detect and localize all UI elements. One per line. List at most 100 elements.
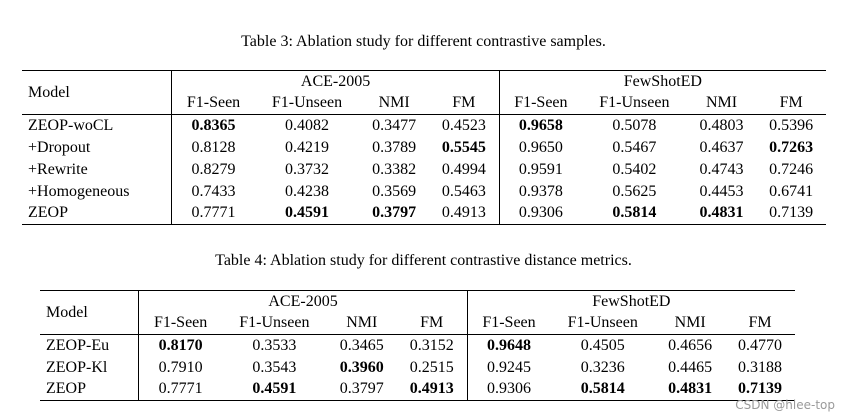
cell: 0.5396 — [756, 114, 826, 137]
watermark: CSDN @hlee-top — [735, 398, 835, 412]
cell: 0.3152 — [396, 334, 468, 357]
cell: 0.4523 — [428, 114, 500, 137]
cell: 0.5545 — [428, 136, 500, 159]
cell: 0.4913 — [396, 378, 468, 401]
cell: 0.5463 — [428, 180, 500, 203]
group-header-fewshoted: FewShotED — [499, 70, 826, 93]
table-row: ZEOP-woCL 0.8365 0.4082 0.3477 0.4523 0.… — [22, 114, 826, 137]
cell: 0.9245 — [486, 358, 531, 376]
group-header-fewshoted: FewShotED — [467, 290, 795, 313]
col-header: NMI — [346, 314, 378, 332]
col-header: F1-Unseen — [567, 314, 638, 332]
cell: 0.3732 — [284, 160, 329, 178]
cell: 0.3382 — [372, 160, 417, 178]
cell: 0.8128 — [191, 138, 236, 156]
cell: 0.4994 — [428, 158, 500, 181]
cell: 0.7433 — [191, 182, 236, 200]
cell: 0.4591 — [221, 378, 327, 401]
col-header: NMI — [378, 94, 410, 112]
cell: 0.4465 — [668, 358, 713, 376]
cell: 0.4803 — [686, 114, 757, 137]
table3-caption: Table 3: Ablation study for different co… — [241, 33, 606, 50]
cell: 0.4453 — [699, 182, 744, 200]
cell: 0.4656 — [655, 334, 726, 357]
table-row: +Dropout 0.8128 0.4219 0.3789 0.5545 0.9… — [22, 136, 826, 159]
table-row: ZEOP-Kl 0.7910 0.3543 0.3960 0.2515 0.92… — [40, 356, 795, 379]
cell: 0.4238 — [284, 182, 329, 200]
cell: 0.9306 — [499, 202, 582, 225]
cell: 0.2515 — [396, 356, 468, 379]
cell: 0.3236 — [580, 358, 625, 376]
cell: 0.9658 — [499, 114, 582, 137]
cell: 0.3188 — [738, 358, 783, 376]
cell: 0.4831 — [686, 202, 757, 225]
row-label: ZEOP — [40, 378, 140, 401]
row-label: ZEOP-Eu — [40, 334, 140, 357]
cell: 0.7771 — [138, 378, 222, 401]
cell: 0.9648 — [467, 334, 551, 357]
cell: 0.8170 — [138, 334, 222, 357]
col-header: FM — [396, 312, 468, 335]
cell: 0.7139 — [756, 202, 826, 225]
cell: 0.4637 — [699, 138, 744, 156]
col-header: FM — [779, 94, 803, 112]
cell: 0.3465 — [326, 334, 397, 357]
table-row: ZEOP-Eu 0.8170 0.3533 0.3465 0.3152 0.96… — [40, 334, 795, 357]
cell: 0.5467 — [612, 138, 657, 156]
row-label: +Dropout — [22, 136, 173, 159]
col-header: F1-Seen — [482, 314, 536, 332]
cell: 0.4770 — [725, 334, 795, 357]
cell: 0.6741 — [769, 182, 814, 200]
cell: 0.3960 — [339, 358, 384, 376]
row-label: ZEOP — [22, 202, 173, 225]
cell: 0.4505 — [550, 334, 656, 357]
cell: 0.5402 — [612, 160, 657, 178]
cell: 0.3797 — [359, 202, 429, 225]
cell: 0.3477 — [359, 114, 429, 137]
table4-caption: Table 4: Ablation study for different co… — [215, 252, 632, 269]
cell: 0.3569 — [372, 182, 417, 200]
cell: 0.9591 — [518, 160, 563, 178]
cell: 0.9306 — [467, 378, 551, 401]
col-header: FM — [428, 92, 500, 115]
col-header: F1-Seen — [153, 314, 208, 332]
col-header: F1-Unseen — [271, 94, 343, 112]
cell: 0.9378 — [518, 182, 563, 200]
cell: 0.4831 — [655, 378, 726, 401]
cell: 0.7771 — [171, 202, 255, 225]
cell: 0.4219 — [284, 138, 329, 156]
cell: 0.7246 — [769, 160, 814, 178]
table-row: +Rewrite 0.8279 0.3732 0.3382 0.4994 0.9… — [22, 158, 826, 181]
cell: 0.5625 — [612, 182, 657, 200]
cell: 0.8279 — [191, 160, 236, 178]
cell: 0.8365 — [171, 114, 255, 137]
cell: 0.4743 — [699, 160, 744, 178]
model-header: Model — [22, 70, 173, 115]
group-header-ace2005: ACE-2005 — [138, 290, 468, 313]
cell: 0.7263 — [769, 138, 814, 156]
table-row: ZEOP 0.7771 0.4591 0.3797 0.4913 0.9306 … — [22, 202, 826, 225]
col-header: NMI — [705, 94, 738, 112]
cell: 0.5814 — [550, 378, 656, 401]
cell: 0.3533 — [221, 334, 327, 357]
cell: 0.7910 — [158, 358, 203, 376]
cell: 0.5814 — [582, 202, 687, 225]
table4: Model ACE-2005 FewShotED F1-Seen F1-Unse… — [40, 290, 795, 401]
cell: 0.4591 — [254, 202, 360, 225]
row-label: ZEOP-Kl — [40, 356, 140, 379]
col-header: F1-Seen — [186, 94, 241, 112]
col-header: F1-Seen — [514, 94, 568, 112]
group-header-ace2005: ACE-2005 — [171, 70, 500, 93]
cell: 0.9650 — [518, 138, 563, 156]
model-header: Model — [40, 290, 140, 335]
col-header: FM — [748, 314, 772, 332]
table-row: +Homogeneous 0.7433 0.4238 0.3569 0.5463… — [22, 180, 826, 203]
table3: Model ACE-2005 FewShotED F1-Seen F1-Unse… — [22, 70, 826, 225]
cell: 0.3789 — [372, 138, 417, 156]
cell: 0.5078 — [582, 114, 687, 137]
row-label: +Rewrite — [22, 158, 173, 181]
cell: 0.3797 — [326, 378, 397, 401]
col-header: F1-Unseen — [239, 314, 310, 332]
col-header: F1-Unseen — [599, 94, 670, 112]
cell: 0.3543 — [252, 358, 297, 376]
